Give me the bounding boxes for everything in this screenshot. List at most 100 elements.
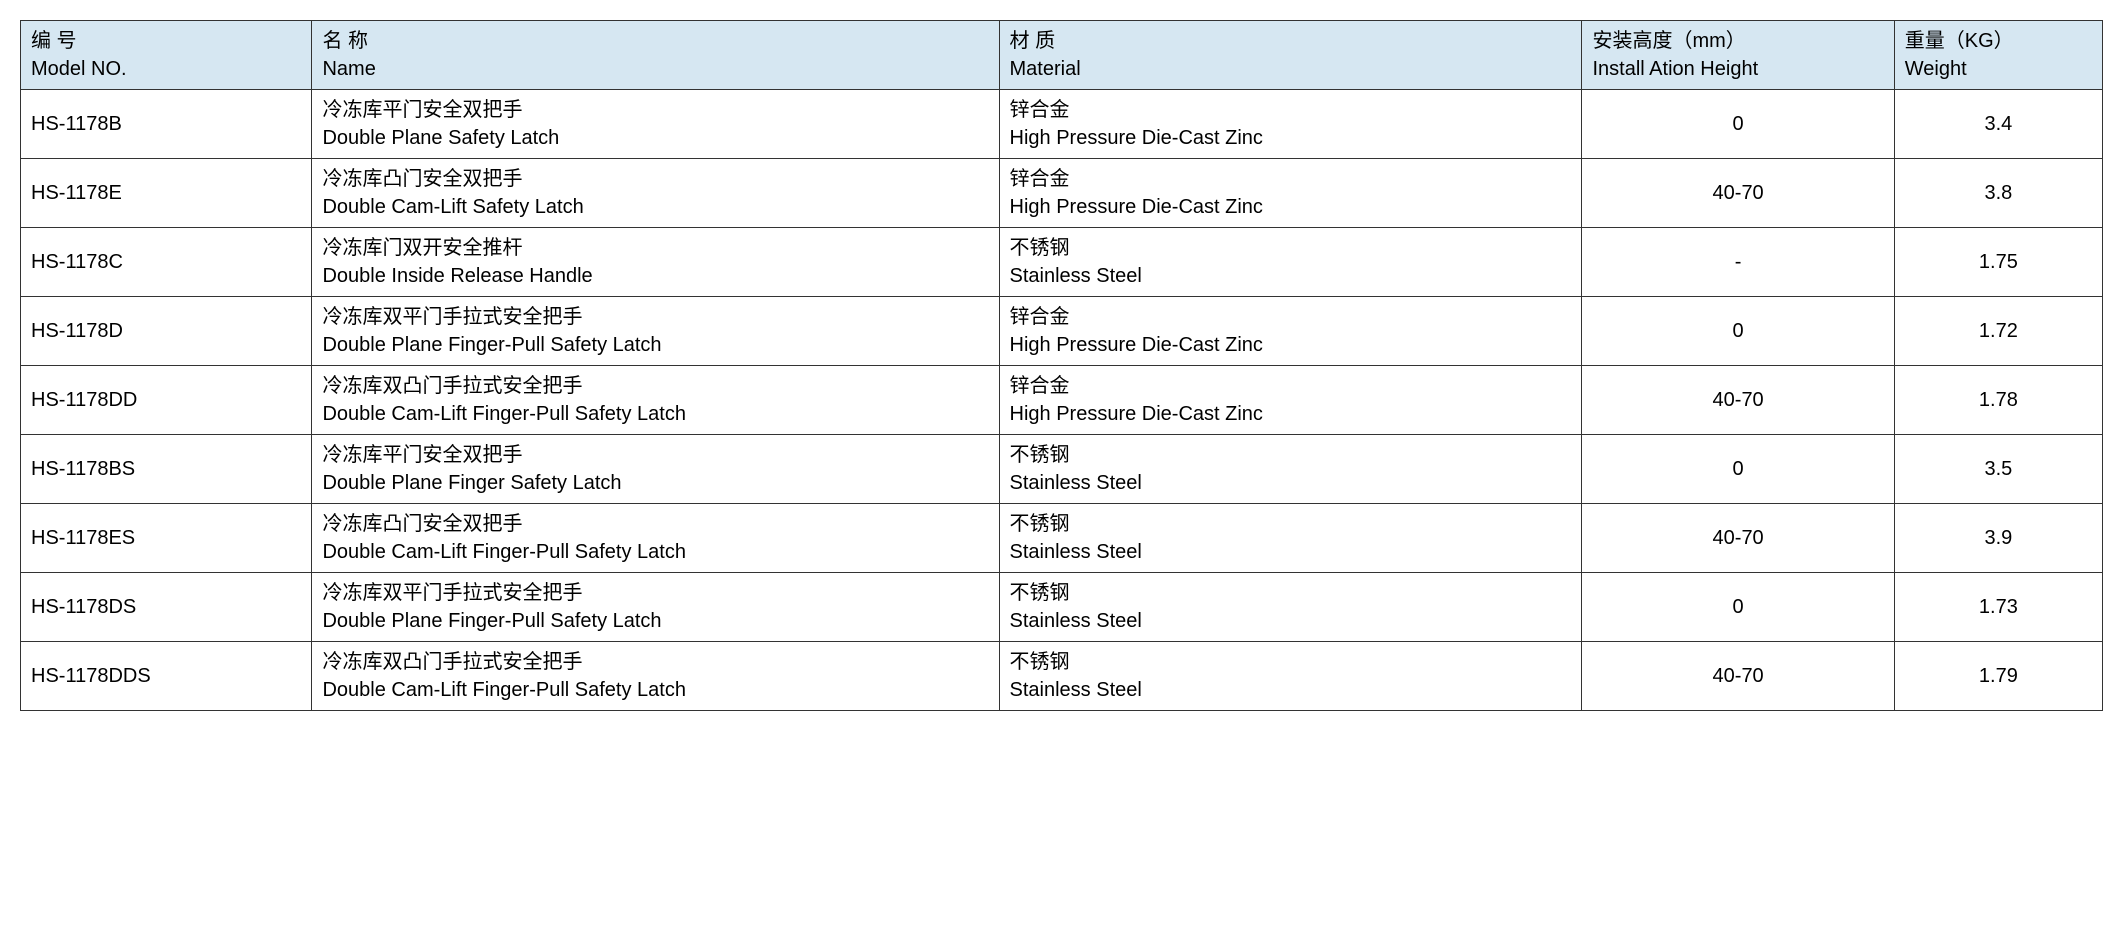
header-name-en: Name [322,55,988,83]
header-height-cn: 安装高度（mm） [1592,27,1883,55]
cell-material: 不锈钢Stainless Steel [999,228,1582,297]
table-row: HS-1178DS冷冻库双平门手拉式安全把手Double Plane Finge… [21,573,2103,642]
cell-weight: 3.9 [1894,504,2102,573]
cell-height: 40-70 [1582,504,1894,573]
cell-material-en: High Pressure Die-Cast Zinc [1010,400,1572,428]
cell-name-en: Double Cam-Lift Safety Latch [322,193,988,221]
cell-name-cn: 冷冻库双平门手拉式安全把手 [322,579,988,607]
table-row: HS-1178DD冷冻库双凸门手拉式安全把手Double Cam-Lift Fi… [21,366,2103,435]
cell-weight: 3.4 [1894,90,2102,159]
header-weight-cn: 重量（KG） [1905,27,2092,55]
cell-model: HS-1178B [21,90,312,159]
cell-name-en: Double Cam-Lift Finger-Pull Safety Latch [322,676,988,704]
cell-material: 不锈钢Stainless Steel [999,642,1582,711]
cell-name-cn: 冷冻库平门安全双把手 [322,441,988,469]
header-name-cn: 名 称 [322,27,988,55]
cell-height: 40-70 [1582,642,1894,711]
header-model: 编 号 Model NO. [21,21,312,90]
cell-material-cn: 锌合金 [1010,165,1572,193]
cell-weight: 1.78 [1894,366,2102,435]
table-body: HS-1178B冷冻库平门安全双把手Double Plane Safety La… [21,90,2103,711]
cell-weight: 1.73 [1894,573,2102,642]
cell-material-cn: 锌合金 [1010,96,1572,124]
cell-model: HS-1178DDS [21,642,312,711]
cell-name-en: Double Inside Release Handle [322,262,988,290]
cell-material: 锌合金High Pressure Die-Cast Zinc [999,297,1582,366]
cell-name-en: Double Plane Finger-Pull Safety Latch [322,331,988,359]
cell-name-cn: 冷冻库双凸门手拉式安全把手 [322,648,988,676]
cell-material-cn: 锌合金 [1010,372,1572,400]
cell-weight: 1.72 [1894,297,2102,366]
cell-material-en: High Pressure Die-Cast Zinc [1010,331,1572,359]
cell-model: HS-1178DS [21,573,312,642]
header-material-en: Material [1010,55,1572,83]
cell-name-cn: 冷冻库凸门安全双把手 [322,165,988,193]
cell-name-en: Double Cam-Lift Finger-Pull Safety Latch [322,538,988,566]
cell-height: 0 [1582,573,1894,642]
cell-weight: 1.75 [1894,228,2102,297]
cell-material-cn: 锌合金 [1010,303,1572,331]
cell-material-en: Stainless Steel [1010,607,1572,635]
cell-material-en: Stainless Steel [1010,538,1572,566]
product-spec-table: 编 号 Model NO. 名 称 Name 材 质 Material 安装高度… [20,20,2103,711]
cell-height: 0 [1582,435,1894,504]
table-row: HS-1178BS 冷冻库平门安全双把手Double Plane Finger S… [21,435,2103,504]
cell-name-en: Double Cam-Lift Finger-Pull Safety Latch [322,400,988,428]
cell-material: 不锈钢Stainless Steel [999,504,1582,573]
table-row: HS-1178C冷冻库门双开安全推杆Double Inside Release … [21,228,2103,297]
cell-height: - [1582,228,1894,297]
cell-height: 40-70 [1582,159,1894,228]
cell-name: 冷冻库双平门手拉式安全把手Double Plane Finger-Pull Sa… [312,297,999,366]
table-header-row: 编 号 Model NO. 名 称 Name 材 质 Material 安装高度… [21,21,2103,90]
cell-model: HS-1178ES [21,504,312,573]
cell-material-en: Stainless Steel [1010,469,1572,497]
table-row: HS-1178DDS冷冻库双凸门手拉式安全把手Double Cam-Lift F… [21,642,2103,711]
cell-name-en: Double Plane Finger Safety Latch [322,469,988,497]
cell-name-cn: 冷冻库门双开安全推杆 [322,234,988,262]
cell-name-cn: 冷冻库平门安全双把手 [322,96,988,124]
header-height-en: Install Ation Height [1592,55,1883,83]
header-weight: 重量（KG） Weight [1894,21,2102,90]
header-weight-en: Weight [1905,55,2092,83]
header-height: 安装高度（mm） Install Ation Height [1582,21,1894,90]
table-row: HS-1178ES冷冻库凸门安全双把手Double Cam-Lift Finge… [21,504,2103,573]
cell-material-cn: 不锈钢 [1010,510,1572,538]
header-model-cn: 编 号 [31,27,301,55]
cell-material: 锌合金High Pressure Die-Cast Zinc [999,90,1582,159]
cell-name: 冷冻库双凸门手拉式安全把手Double Cam-Lift Finger-Pull… [312,366,999,435]
cell-material-cn: 不锈钢 [1010,234,1572,262]
cell-material-cn: 不锈钢 [1010,579,1572,607]
cell-material-en: Stainless Steel [1010,262,1572,290]
cell-name-cn: 冷冻库凸门安全双把手 [322,510,988,538]
cell-material-cn: 不锈钢 [1010,441,1572,469]
cell-name: 冷冻库平门安全双把手Double Plane Safety Latch [312,90,999,159]
cell-material-en: High Pressure Die-Cast Zinc [1010,124,1572,152]
cell-name: 冷冻库双凸门手拉式安全把手Double Cam-Lift Finger-Pull… [312,642,999,711]
cell-weight: 3.5 [1894,435,2102,504]
table-row: HS-1178B冷冻库平门安全双把手Double Plane Safety La… [21,90,2103,159]
cell-material: 锌合金High Pressure Die-Cast Zinc [999,159,1582,228]
cell-height: 40-70 [1582,366,1894,435]
header-material-cn: 材 质 [1010,27,1572,55]
cell-weight: 3.8 [1894,159,2102,228]
table-row: HS-1178D冷冻库双平门手拉式安全把手Double Plane Finger… [21,297,2103,366]
cell-name: 冷冻库门双开安全推杆Double Inside Release Handle [312,228,999,297]
cell-name-cn: 冷冻库双平门手拉式安全把手 [322,303,988,331]
cell-model: HS-1178D [21,297,312,366]
table-row: HS-1178E 冷冻库凸门安全双把手Double Cam-Lift Safety… [21,159,2103,228]
cell-model: HS-1178DD [21,366,312,435]
cell-model: HS-1178E [21,159,312,228]
header-name: 名 称 Name [312,21,999,90]
cell-name-en: Double Plane Safety Latch [322,124,988,152]
cell-name: 冷冻库双平门手拉式安全把手Double Plane Finger-Pull Sa… [312,573,999,642]
cell-height: 0 [1582,297,1894,366]
cell-material-en: Stainless Steel [1010,676,1572,704]
cell-material-en: High Pressure Die-Cast Zinc [1010,193,1572,221]
cell-name: 冷冻库凸门安全双把手Double Cam-Lift Finger-Pull Sa… [312,504,999,573]
cell-name-en: Double Plane Finger-Pull Safety Latch [322,607,988,635]
cell-model: HS-1178BS [21,435,312,504]
cell-material: 不锈钢Stainless Steel [999,573,1582,642]
header-material: 材 质 Material [999,21,1582,90]
cell-name-cn: 冷冻库双凸门手拉式安全把手 [322,372,988,400]
cell-height: 0 [1582,90,1894,159]
